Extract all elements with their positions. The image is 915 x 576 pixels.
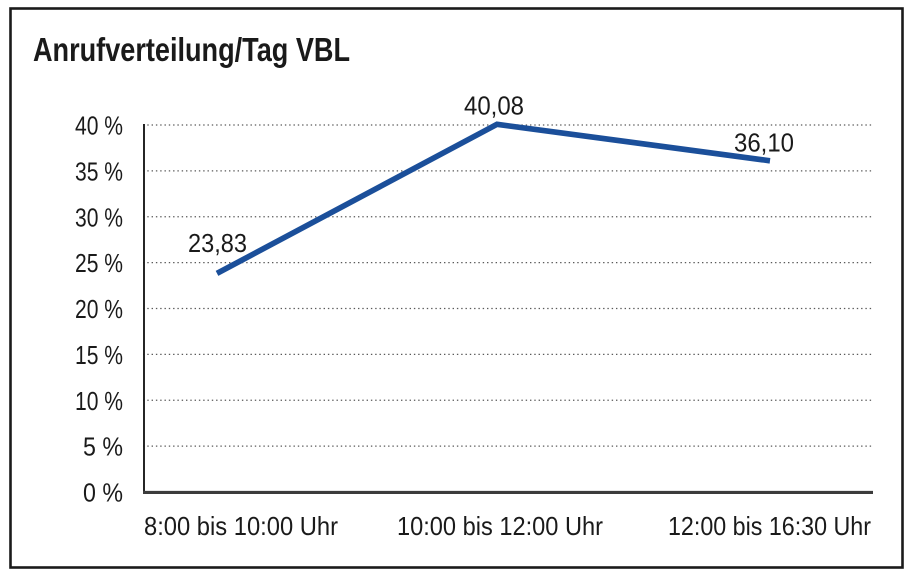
data-point-labels: 23,83 40,08 36,10 bbox=[188, 91, 794, 259]
y-tick-20: 20 % bbox=[75, 294, 123, 324]
x-category-labels: 8:00 bis 10:00 Uhr 10:00 bis 12:00 Uhr 1… bbox=[144, 511, 871, 541]
y-tick-0: 0 % bbox=[83, 478, 123, 508]
y-tick-5: 5 % bbox=[83, 432, 123, 462]
x-category-1: 8:00 bis 10:00 Uhr bbox=[144, 511, 338, 541]
x-category-2: 10:00 bis 12:00 Uhr bbox=[397, 511, 603, 541]
data-label-2: 40,08 bbox=[464, 91, 524, 121]
y-tick-25: 25 % bbox=[75, 248, 123, 278]
chart-title: Anrufverteilung/Tag VBL bbox=[33, 31, 350, 68]
data-label-1: 23,83 bbox=[188, 228, 247, 258]
data-label-3: 36,10 bbox=[734, 128, 794, 158]
y-tick-10: 10 % bbox=[75, 386, 123, 416]
y-tick-labels: 40 % 35 % 30 % 25 % 20 % 15 % 10 % 5 % 0… bbox=[75, 111, 123, 508]
y-tick-40: 40 % bbox=[75, 111, 123, 141]
figure-border bbox=[9, 7, 904, 569]
y-tick-30: 30 % bbox=[75, 202, 123, 232]
y-tick-35: 35 % bbox=[75, 156, 123, 186]
y-tick-15: 15 % bbox=[75, 340, 123, 370]
y-gridlines bbox=[143, 124, 873, 447]
data-line bbox=[215, 121, 771, 276]
x-category-3: 12:00 bis 16:30 Uhr bbox=[668, 511, 871, 541]
